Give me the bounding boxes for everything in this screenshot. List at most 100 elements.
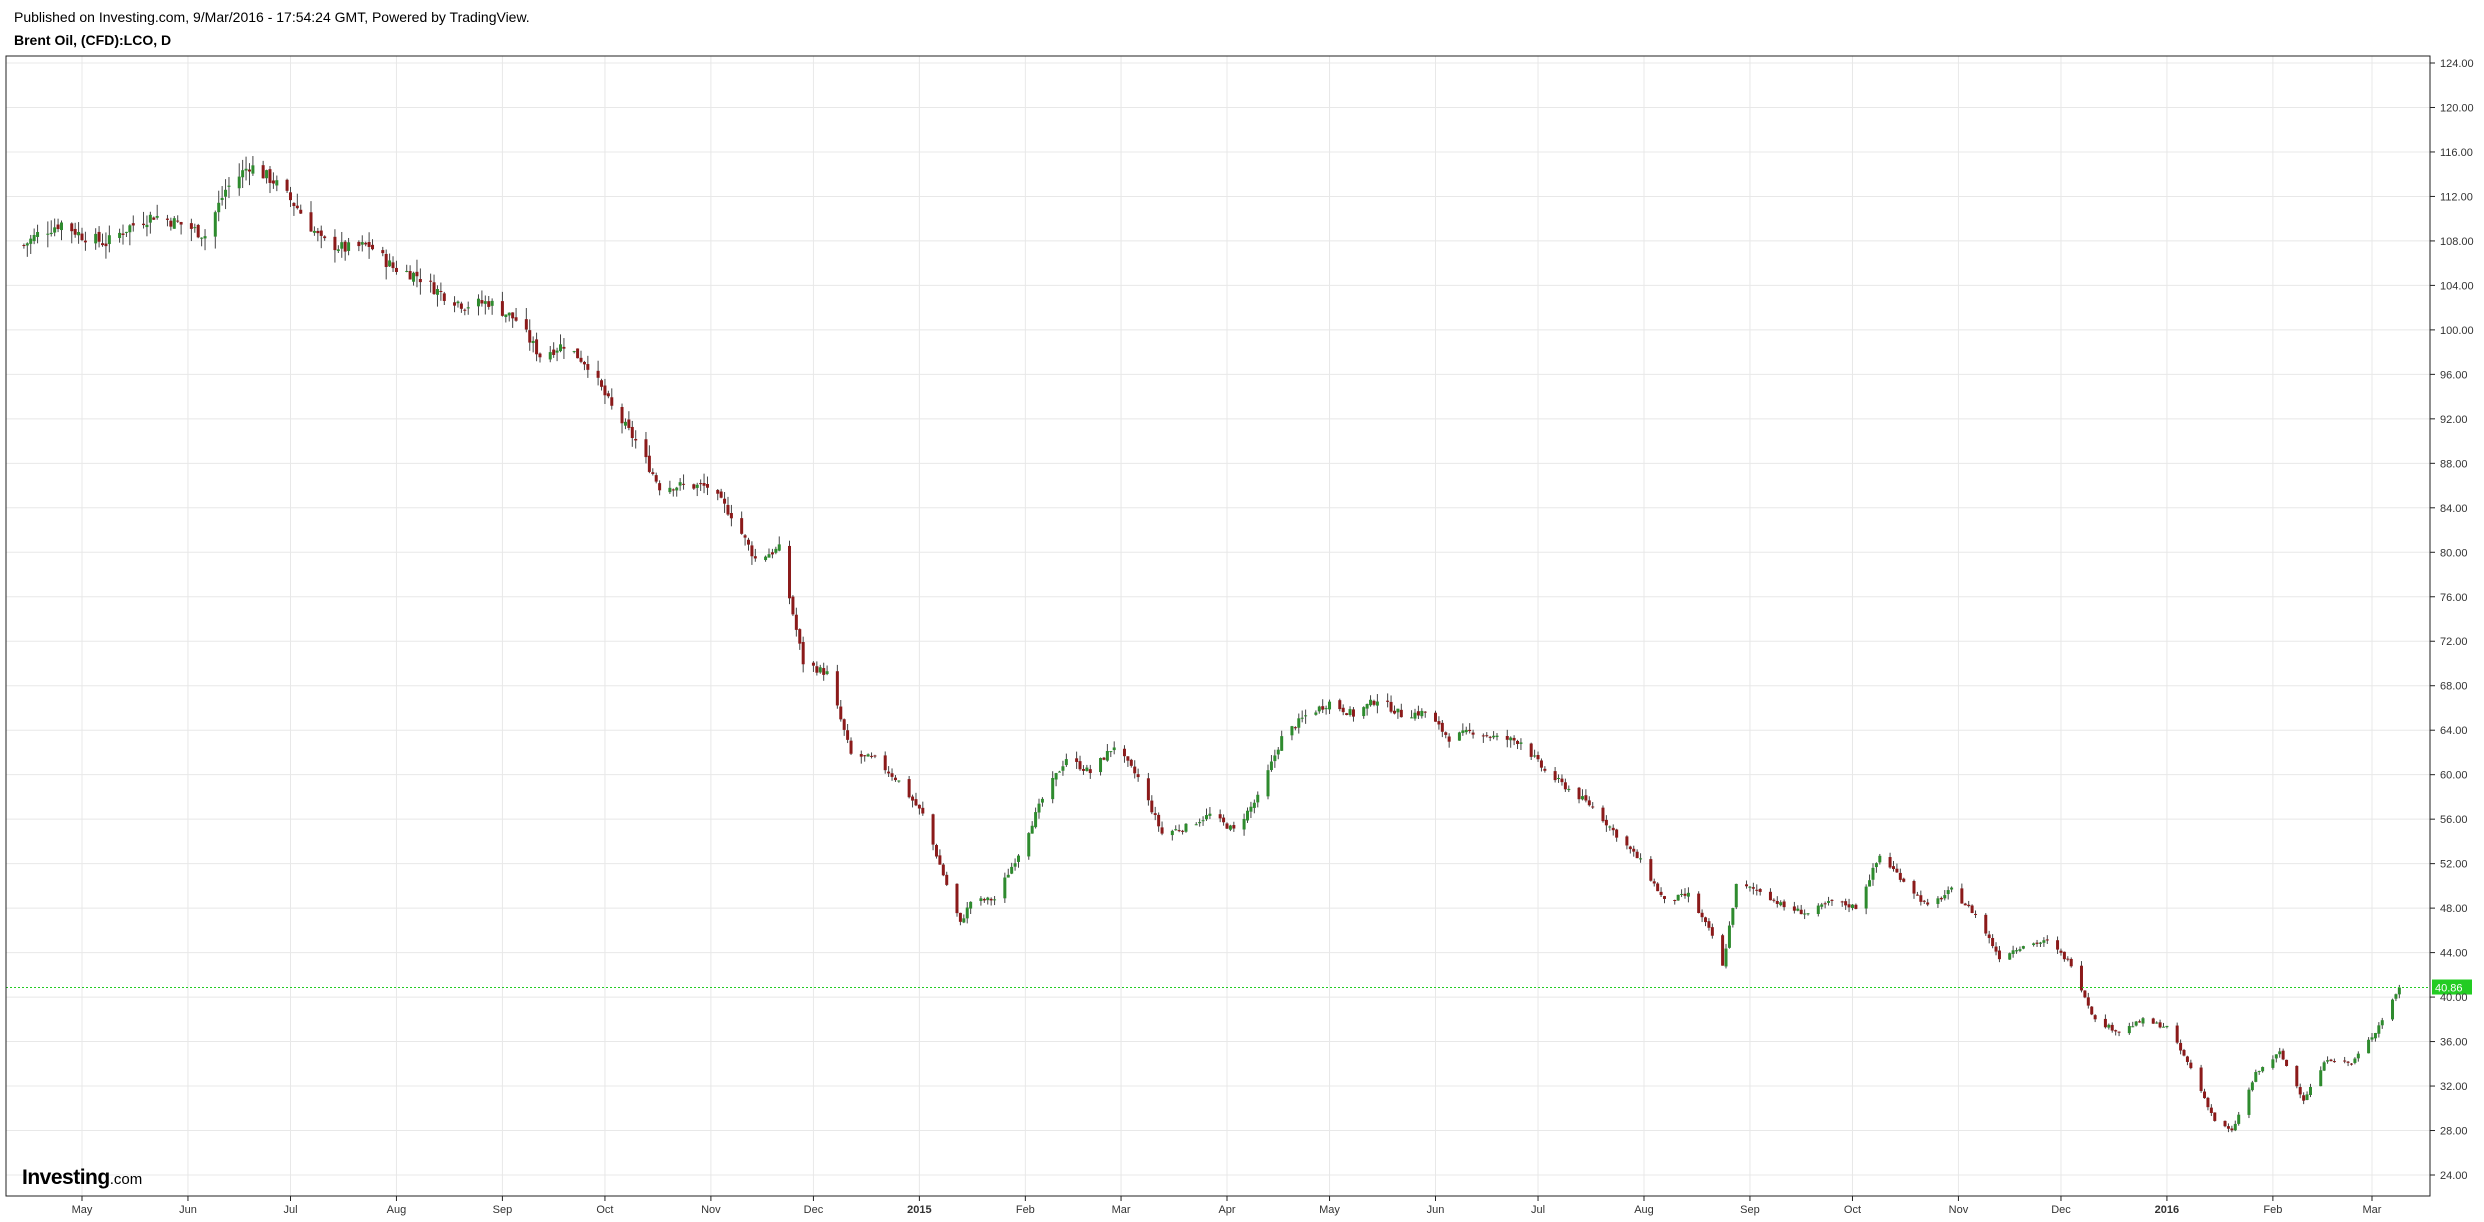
candle-up bbox=[77, 231, 81, 236]
candle-up bbox=[1420, 710, 1424, 717]
candle-down bbox=[2035, 942, 2039, 944]
candle-down bbox=[1512, 737, 1516, 741]
x-tick-label: Jun bbox=[1427, 1204, 1445, 1216]
candle-up bbox=[217, 202, 221, 213]
candle-down bbox=[408, 271, 412, 280]
candle-down bbox=[2175, 1025, 2179, 1043]
candle-up bbox=[818, 667, 822, 673]
candle-down bbox=[552, 349, 556, 355]
candle-down bbox=[381, 250, 385, 254]
candle-up bbox=[388, 260, 392, 267]
y-tick-label: 76.00 bbox=[2440, 592, 2468, 604]
candle-down bbox=[500, 301, 504, 316]
candle-down bbox=[80, 233, 84, 241]
candle-up bbox=[1806, 913, 1810, 915]
symbol-title: Brent Oil, (CFD):LCO, D bbox=[14, 32, 172, 48]
candle-down bbox=[101, 243, 105, 246]
candle-up bbox=[2271, 1059, 2275, 1068]
candle-down bbox=[1704, 917, 1708, 923]
candle-down bbox=[1963, 903, 1967, 906]
candle-up bbox=[2011, 950, 2015, 954]
candle-up bbox=[504, 314, 508, 317]
y-tick-label: 124.00 bbox=[2440, 58, 2474, 70]
candle-down bbox=[801, 642, 805, 665]
x-tick-label: Jul bbox=[283, 1204, 297, 1216]
candle-down bbox=[934, 845, 938, 857]
candle-down bbox=[1485, 735, 1489, 737]
investing-logo: Investing.com bbox=[22, 1166, 143, 1189]
candle-up bbox=[1724, 948, 1728, 967]
candle-down bbox=[1081, 768, 1085, 771]
candle-down bbox=[1683, 893, 1687, 896]
candle-down bbox=[1129, 759, 1133, 766]
candle-up bbox=[668, 487, 672, 493]
candle-down bbox=[2182, 1050, 2186, 1056]
candle-down bbox=[453, 302, 457, 306]
candle-up bbox=[251, 165, 255, 174]
x-tick-label: Aug bbox=[1634, 1204, 1654, 1216]
candle-down bbox=[2226, 1126, 2230, 1129]
candle-up bbox=[1509, 737, 1513, 741]
candle-down bbox=[2281, 1050, 2285, 1060]
candle-up bbox=[1112, 747, 1116, 751]
candle-down bbox=[750, 545, 754, 557]
candle-up bbox=[1580, 796, 1584, 800]
candle-down bbox=[2079, 965, 2083, 991]
candle-down bbox=[842, 719, 846, 730]
candle-down bbox=[630, 426, 634, 438]
candle-down bbox=[463, 309, 467, 311]
price-axis[interactable]: 124.00 120.00 116.00 112.00 108.00 104.00 100.… bbox=[2430, 58, 2474, 1182]
x-tick-label: Dec bbox=[804, 1204, 824, 1216]
candle-down bbox=[1745, 884, 1749, 887]
candle-up bbox=[1827, 901, 1831, 903]
candle-up bbox=[490, 300, 494, 306]
candle-down bbox=[2213, 1112, 2217, 1121]
candle-up bbox=[1608, 826, 1612, 828]
candle-up bbox=[1027, 833, 1031, 857]
candle-down bbox=[586, 364, 590, 370]
candle-up bbox=[2367, 1039, 2371, 1054]
candle-down bbox=[1146, 778, 1150, 801]
candle-down bbox=[2059, 950, 2063, 953]
candle-down bbox=[459, 303, 463, 309]
candle-down bbox=[535, 339, 539, 355]
candle-down bbox=[2302, 1095, 2306, 1101]
candle-up bbox=[1457, 732, 1461, 741]
candle-up bbox=[1061, 766, 1065, 771]
candle-up bbox=[1519, 742, 1523, 744]
candle-up bbox=[623, 421, 627, 426]
candle-up bbox=[46, 233, 50, 235]
candle-up bbox=[1317, 706, 1321, 712]
candle-down bbox=[152, 217, 156, 220]
candle-down bbox=[1553, 771, 1557, 781]
candle-up bbox=[237, 176, 241, 189]
candle-down bbox=[176, 220, 180, 222]
candle-up bbox=[241, 170, 245, 178]
candle-down bbox=[391, 262, 395, 269]
candle-down bbox=[1799, 909, 1803, 915]
candle-up bbox=[1874, 863, 1878, 868]
candle-down bbox=[1416, 711, 1420, 716]
candle-down bbox=[295, 205, 299, 209]
candle-down bbox=[1604, 819, 1608, 826]
candle-down bbox=[1652, 881, 1656, 884]
candle-up bbox=[224, 189, 228, 197]
candle-down bbox=[2285, 1059, 2289, 1066]
candle-up bbox=[1871, 867, 1875, 880]
candle-up bbox=[2021, 946, 2025, 949]
candle-down bbox=[1437, 721, 1441, 725]
candle-up bbox=[1936, 898, 1940, 904]
x-tick-label: Feb bbox=[2263, 1204, 2282, 1216]
time-axis[interactable]: May Jun Jul Aug Sep Oct Nov Dec 2015 Feb Mar Apr May… bbox=[72, 1196, 2382, 1216]
candle-down bbox=[1481, 735, 1485, 737]
candle-down bbox=[2056, 940, 2060, 950]
candle-down bbox=[1102, 757, 1106, 760]
published-text: Published on Investing.com, 9/Mar/2016 -… bbox=[14, 9, 530, 25]
candle-down bbox=[1775, 900, 1779, 904]
candle-down bbox=[1792, 906, 1796, 911]
candle-down bbox=[1721, 935, 1725, 966]
x-tick-label: Oct bbox=[1844, 1204, 1861, 1216]
candle-down bbox=[1529, 743, 1533, 757]
candle-up bbox=[774, 548, 778, 553]
